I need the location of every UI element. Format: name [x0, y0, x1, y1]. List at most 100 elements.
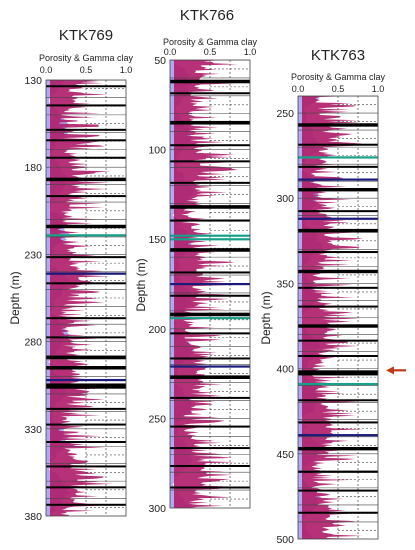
- x-tick-label: 1.0: [372, 84, 385, 94]
- x-tick-label: 0.0: [40, 65, 53, 75]
- coal-seam-band: [46, 407, 126, 410]
- navy-marker-line: [170, 283, 250, 286]
- coal-seam-band: [170, 357, 250, 360]
- y-tick-group: 130 180 230 280 330 380: [24, 75, 42, 523]
- coal-seam-band: [46, 317, 126, 320]
- coal-seam-band: [46, 355, 126, 360]
- coal-seam-band: [46, 139, 126, 142]
- coal-seam-band: [46, 104, 126, 107]
- y-tick-label: 230: [24, 249, 42, 261]
- green-marker-line: [170, 238, 250, 241]
- coal-seam-band: [298, 446, 378, 451]
- green-marker-line: [298, 156, 378, 159]
- coal-seam-band: [298, 421, 378, 424]
- coal-seam-band: [298, 188, 378, 192]
- coal-seam-band: [298, 470, 378, 473]
- y-tick-label: 300: [276, 193, 294, 205]
- coal-seam-band: [46, 465, 126, 468]
- coal-seam-band: [170, 375, 250, 379]
- coal-seam-band: [170, 396, 250, 399]
- y-axis-label: Depth (m): [259, 291, 273, 344]
- coal-seam-band: [298, 143, 378, 146]
- y-tick-label: 250: [276, 108, 294, 120]
- y-axis-label: Depth (m): [134, 258, 148, 311]
- porosity-series: [174, 60, 238, 508]
- x-axis-label: Porosity & Gamma clay: [39, 53, 134, 63]
- x-tick-label: 0.0: [292, 84, 305, 94]
- coal-seam-band: [298, 286, 378, 289]
- coal-seam-band: [170, 144, 250, 147]
- y-tick-label: 450: [276, 449, 294, 461]
- log-track: [298, 96, 378, 539]
- y-tick-label: 500: [276, 534, 294, 546]
- coal-seam-band: [170, 312, 250, 317]
- coal-seam-band: [298, 305, 378, 308]
- coal-seam-band: [298, 251, 378, 254]
- y-tick-label: 380: [24, 511, 42, 523]
- coal-seam-band: [46, 336, 126, 339]
- panel-ktk769: KTK769 Porosity & Gamma clay 0.0 0.5 1.0…: [8, 27, 134, 523]
- coal-seam-band: [170, 294, 250, 297]
- y-axis-label: Depth (m): [8, 271, 22, 324]
- navy-marker-line: [170, 365, 250, 368]
- y-tick-label: 330: [24, 424, 42, 436]
- navy-marker-line: [46, 272, 126, 275]
- coal-seam-band: [298, 210, 378, 213]
- coal-seam-band: [298, 123, 378, 127]
- coal-seam-band: [46, 383, 126, 389]
- panel-ktk766: KTK766 Porosity & Gamma clay 0.0 0.5 1.0…: [134, 7, 258, 515]
- green-marker-line: [170, 234, 250, 237]
- y-tick-label: 280: [24, 337, 42, 349]
- navy-marker-line: [298, 217, 378, 220]
- y-tick-label: 180: [24, 162, 42, 174]
- marker-arrow-icon: [386, 366, 406, 375]
- coal-seam-band: [46, 486, 126, 489]
- porosity-series: [50, 80, 113, 516]
- coal-seam-band: [46, 177, 126, 182]
- coal-seam-band: [298, 339, 378, 342]
- coal-seam-band: [46, 195, 126, 198]
- coal-seam-band: [46, 423, 126, 426]
- panel-title: KTK763: [311, 47, 365, 64]
- track-frame: [169, 59, 251, 509]
- coal-seam-band: [46, 282, 126, 285]
- y-tick-label: 50: [154, 55, 166, 67]
- x-tick-label: 0.5: [204, 47, 217, 57]
- coal-seam-band: [298, 228, 378, 233]
- x-tick-label: 1.0: [120, 65, 133, 75]
- x-tick-label: 0.0: [164, 47, 177, 57]
- navy-marker-line: [298, 178, 378, 181]
- porosity-series: [302, 96, 364, 539]
- coal-seam-band: [298, 269, 378, 274]
- coal-seam-band: [170, 332, 250, 335]
- navy-marker-line: [46, 378, 126, 382]
- coal-seam-band: [46, 224, 126, 229]
- y-tick-label: 350: [276, 278, 294, 290]
- y-tick-label: 250: [148, 413, 166, 425]
- y-tick-label: 100: [148, 145, 166, 157]
- coal-seam-band: [170, 79, 250, 84]
- coal-seam-band: [46, 256, 126, 259]
- y-tick-label: 200: [148, 324, 166, 336]
- coal-seam-band: [170, 271, 250, 274]
- coal-seam-band: [298, 354, 378, 357]
- track-frame: [45, 79, 127, 517]
- track-frame: [297, 95, 379, 540]
- y-tick-group: 50 100 150 200 250 300: [148, 55, 166, 515]
- log-track: [46, 80, 126, 516]
- coal-seam-band: [298, 489, 378, 492]
- coal-seam-band: [170, 160, 250, 163]
- y-tick-label: 300: [148, 503, 166, 515]
- panel-ktk763: KTK763 Porosity & Gamma clay 0.0 0.5 1.0…: [259, 47, 406, 546]
- coal-seam-band: [298, 370, 378, 376]
- y-tick-label: 400: [276, 364, 294, 376]
- coal-seam-band: [170, 486, 250, 489]
- coal-seam-band: [46, 156, 126, 159]
- coal-seam-band: [298, 511, 378, 514]
- y-tick-label: 150: [148, 234, 166, 246]
- coal-seam-band: [170, 92, 250, 95]
- coal-seam-band: [298, 165, 378, 168]
- coal-seam-band: [170, 120, 250, 125]
- coal-seam-band: [46, 503, 126, 506]
